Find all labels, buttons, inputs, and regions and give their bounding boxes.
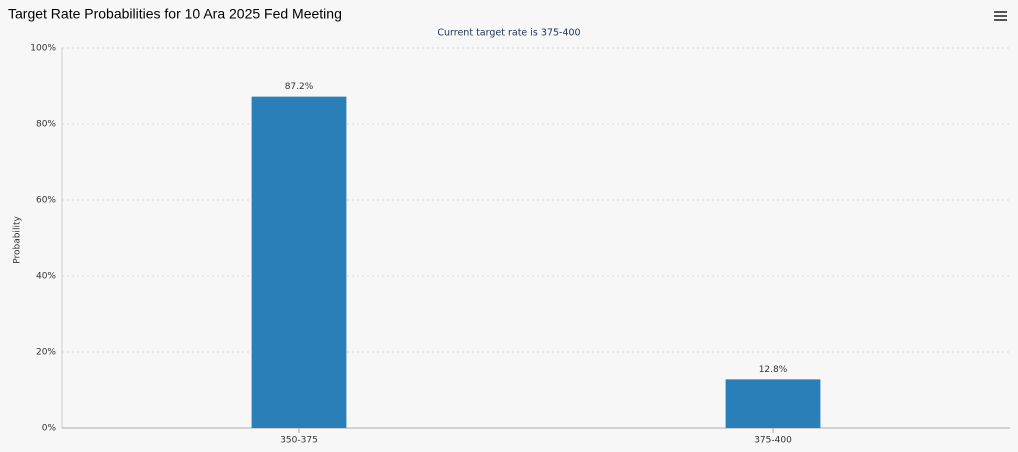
y-tick-label: 0% — [42, 424, 57, 434]
chart-subtitle: Current target rate is 375-400 — [437, 28, 580, 39]
y-tick-label: 80% — [36, 120, 56, 130]
bar — [251, 96, 347, 428]
y-tick-label: 20% — [36, 348, 56, 358]
x-tick-label: 350-375 — [280, 436, 318, 446]
chart-title: Target Rate Probabilities for 10 Ara 202… — [8, 6, 342, 22]
y-axis-label: Probability — [13, 216, 23, 264]
bar — [725, 379, 821, 428]
y-tick-label: 100% — [30, 44, 56, 54]
menu-button[interactable] — [994, 11, 1007, 21]
menu-bar — [994, 19, 1007, 21]
menu-bar — [994, 11, 1007, 13]
y-tick-label: 40% — [36, 272, 56, 282]
data-label: 12.8% — [759, 365, 788, 375]
data-label: 87.2% — [285, 82, 314, 92]
y-tick-label: 60% — [36, 196, 56, 206]
menu-bar — [994, 15, 1007, 17]
x-tick-label: 375-400 — [754, 436, 792, 446]
